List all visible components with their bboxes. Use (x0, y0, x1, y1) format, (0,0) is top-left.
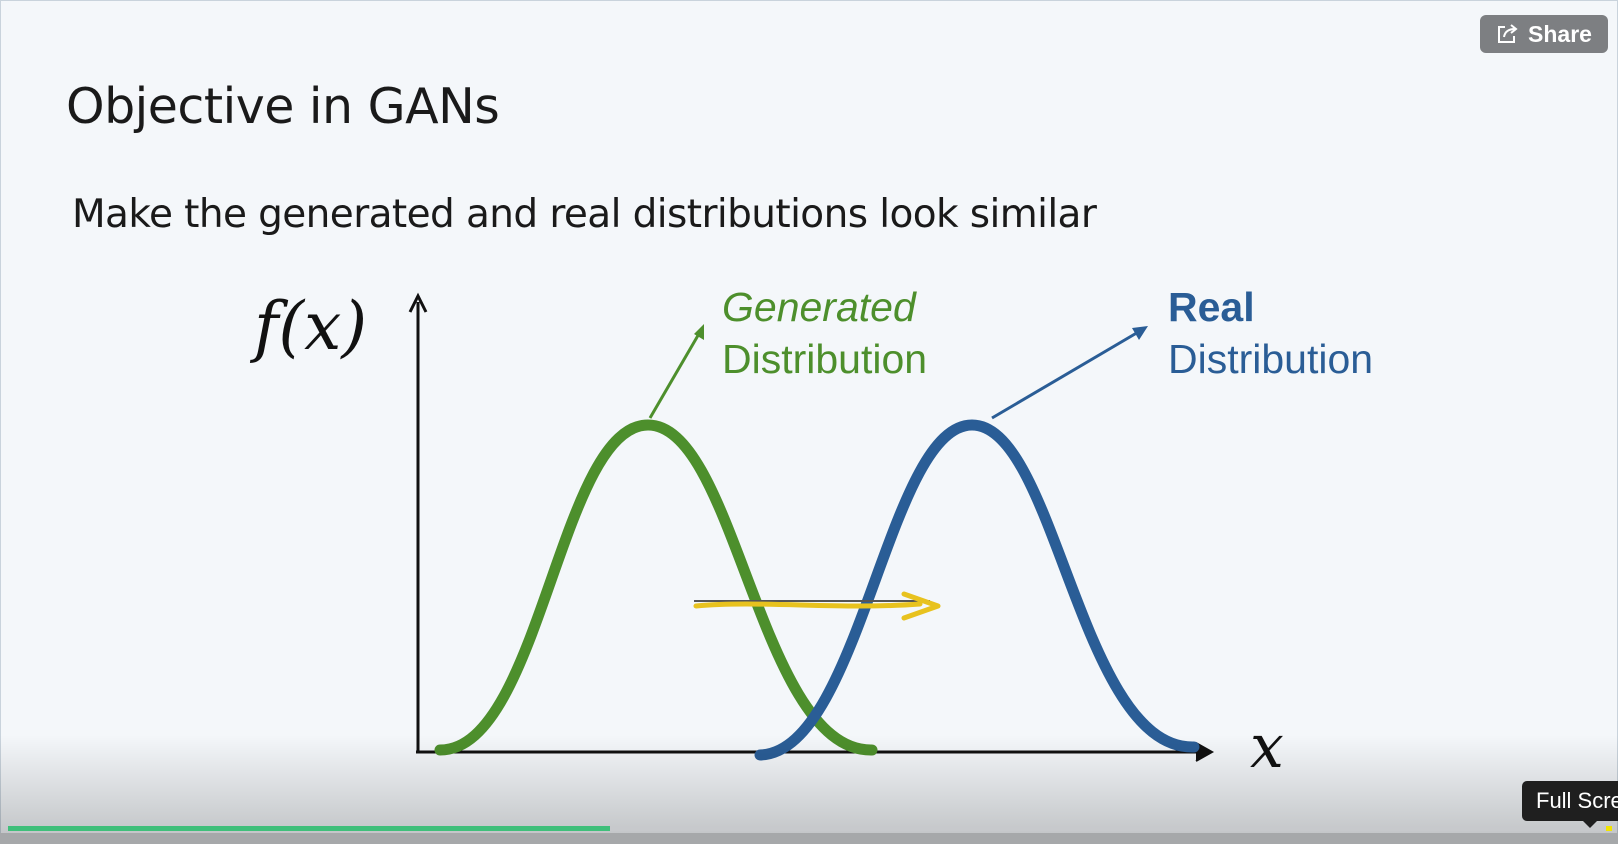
player-bottom-bar (0, 833, 1618, 844)
x-axis-arrowhead (1195, 742, 1215, 762)
generated-pointer-line (648, 331, 702, 419)
y-axis-arrowhead (408, 292, 428, 313)
real-distribution-curve (754, 419, 1200, 761)
real-label-line1: Real (1168, 284, 1255, 330)
generated-distribution-curve (434, 419, 878, 756)
progress-bar[interactable] (8, 826, 1610, 831)
real-pointer-line (991, 329, 1141, 420)
fullscreen-tooltip-arrow (1582, 820, 1598, 828)
y-axis-label: f(x) (254, 288, 368, 365)
slide-title: Objective in GANs (66, 78, 500, 135)
real-label-line2: Distribution (1168, 336, 1374, 382)
fullscreen-tooltip: Full Scre (1522, 781, 1618, 821)
generated-label-line1: Generated (722, 284, 916, 330)
slide-subtitle: Make the generated and real distribution… (72, 192, 1097, 237)
share-icon (1496, 23, 1520, 45)
share-button[interactable]: Share (1480, 15, 1608, 53)
progress-end-marker (1606, 826, 1612, 831)
shift-arrow (693, 591, 941, 621)
real-pointer-arrowhead (1132, 326, 1148, 340)
share-button-label: Share (1528, 20, 1592, 47)
progress-bar-fill (8, 826, 611, 831)
x-axis-label: x (1250, 712, 1284, 782)
generated-label-line2: Distribution (722, 336, 928, 382)
generated-pointer-arrowhead (694, 324, 704, 340)
